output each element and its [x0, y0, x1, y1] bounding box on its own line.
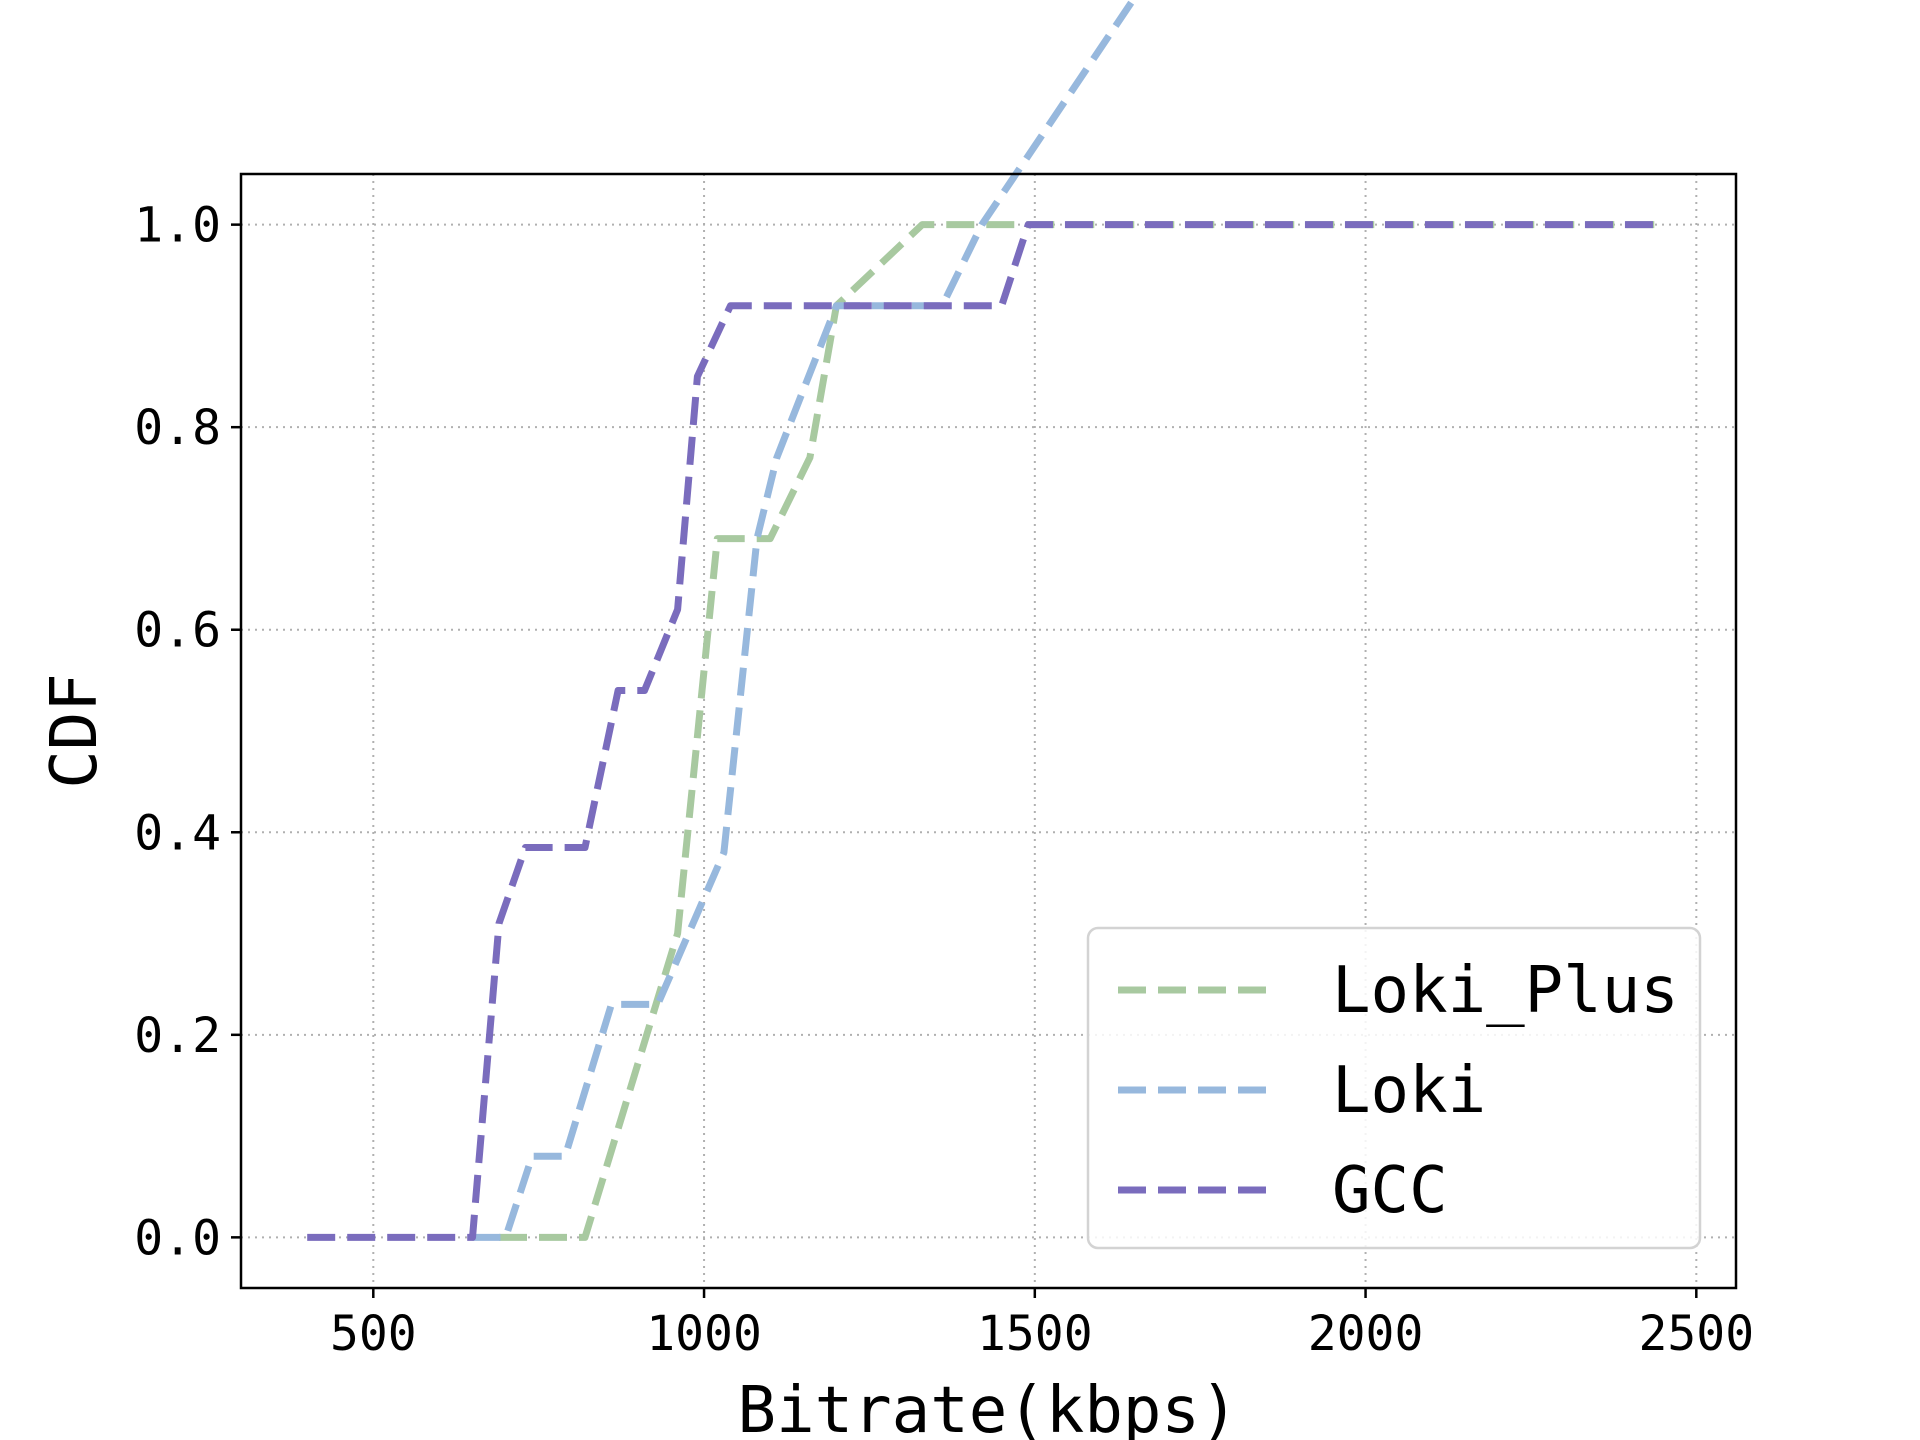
y-tick-label: 0.2	[134, 1008, 221, 1064]
axis-ticks: 500 1000 1500 2000 2500 0.0 0.2 0.4 0.6 0.8 1.0	[134, 198, 1754, 1362]
series-lines	[307, 0, 1664, 1241]
y-tick-label: 0.6	[134, 603, 221, 659]
legend-frame	[1086, 926, 1702, 1250]
x-tick-label: 500	[330, 1306, 417, 1362]
x-tick-label: 1000	[646, 1306, 762, 1362]
y-tick-label: 1.0	[134, 198, 221, 254]
x-axis-label: Bitrate(kbps)	[738, 1374, 1239, 1440]
y-tick-label: 0.8	[134, 400, 221, 456]
series-line-gcc	[307, 221, 1664, 1241]
legend-items: Loki_Plus Loki GCC	[1118, 954, 1679, 1228]
series-line-loki-plus	[499, 221, 1664, 1241]
y-tick-label: 0.4	[134, 805, 221, 861]
legend: Loki_Plus Loki GCC	[1086, 926, 1702, 1250]
legend-label: GCC	[1332, 1154, 1448, 1228]
legend-label: Loki	[1332, 1054, 1486, 1128]
x-tick-label: 2000	[1308, 1306, 1424, 1362]
y-axis-label: CDF	[38, 673, 112, 789]
legend-label: Loki_Plus	[1332, 954, 1679, 1028]
series-line-loki	[472, 0, 1138, 1241]
plot-frame	[239, 172, 1738, 1290]
y-tick-label: 0.0	[134, 1210, 221, 1266]
x-tick-label: 2500	[1639, 1306, 1755, 1362]
x-tick-label: 1500	[977, 1306, 1093, 1362]
